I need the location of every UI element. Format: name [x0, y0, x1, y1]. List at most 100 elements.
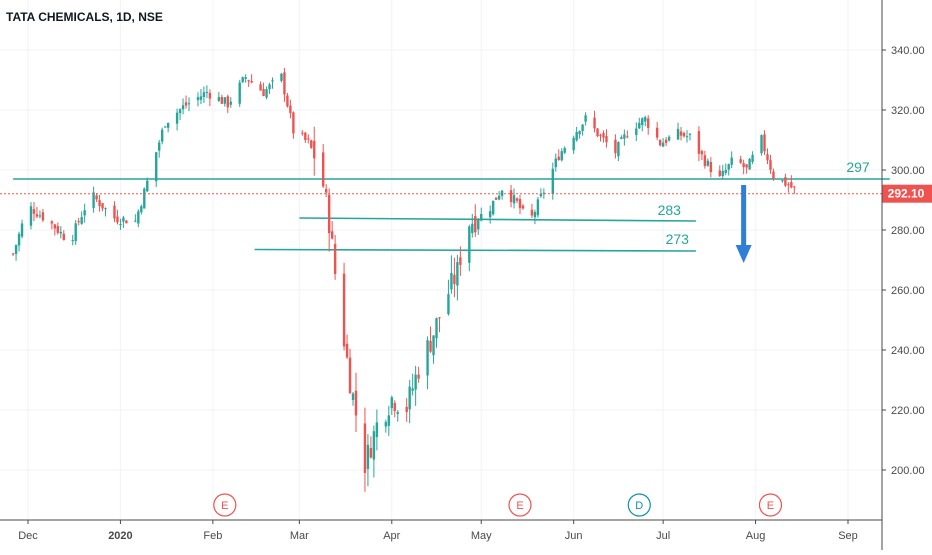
candle-body [140, 206, 143, 213]
candle-body [196, 97, 200, 101]
candle-body [620, 137, 623, 139]
candle-body [411, 388, 414, 391]
candle-body [453, 274, 456, 285]
candle-body [644, 117, 647, 122]
candle-body [342, 273, 346, 347]
candle-body [641, 118, 644, 126]
candle-body [781, 180, 784, 182]
x-tick-label: Aug [746, 530, 766, 542]
candle-body [160, 129, 164, 142]
candle-body [119, 223, 122, 225]
candle-body [471, 223, 474, 234]
candle-body [324, 188, 328, 193]
candle-body [536, 199, 540, 216]
candle-body [345, 343, 349, 358]
candle-body [95, 195, 98, 200]
candle-body [614, 139, 617, 154]
candle-body [304, 132, 307, 140]
candle-body [175, 112, 179, 124]
candle-body [122, 217, 125, 222]
overlays: 292.10 [0, 184, 932, 263]
grid [0, 0, 882, 520]
candle-body [62, 233, 65, 240]
candle-body [557, 156, 560, 160]
candle-body [623, 134, 626, 139]
candle-body [459, 257, 462, 265]
candle-body [697, 131, 701, 154]
candle-body [155, 152, 158, 182]
candle-body [661, 142, 665, 147]
candle-body [739, 159, 742, 163]
candle-body [92, 192, 95, 208]
y-tick-label: 240.00 [891, 345, 925, 357]
earnings-marker [508, 493, 532, 517]
candle-body [77, 221, 80, 223]
candle-body [280, 73, 283, 81]
candle-body [554, 158, 557, 168]
candle-body [113, 205, 116, 219]
candle-body [563, 148, 566, 153]
x-tick-label: Dec [18, 530, 38, 542]
x-tick-label: Apr [383, 530, 400, 542]
candle-body [29, 206, 33, 226]
candle-body [426, 340, 429, 376]
candle-body [56, 226, 60, 233]
candle-body [497, 195, 501, 200]
candle-body [456, 262, 459, 286]
candle-body [181, 105, 185, 110]
candle-body [208, 92, 212, 99]
candle-body [247, 80, 250, 82]
candle-body [515, 198, 519, 201]
candle-body [593, 117, 596, 129]
candle-body [101, 203, 104, 209]
candle-body [414, 374, 417, 390]
candle-body [265, 89, 268, 98]
y-tick-label: 300.00 [891, 165, 925, 177]
candle-body [638, 122, 641, 129]
candle-body [393, 403, 396, 412]
candle-body [187, 103, 191, 105]
candle-body [283, 72, 286, 95]
y-tick-label: 220.00 [891, 405, 925, 417]
candle-body [369, 447, 373, 458]
earnings-marker [213, 493, 237, 517]
candle-body [730, 157, 733, 165]
candle-body [572, 137, 575, 151]
candle-body [53, 224, 57, 229]
candle-body [372, 431, 376, 460]
line-label-273: 273 [666, 231, 690, 247]
candle-body [474, 216, 477, 233]
candle-body [703, 155, 707, 167]
x-tick-label: Mar [290, 530, 309, 542]
candle-body [259, 84, 262, 91]
candle-body [223, 97, 226, 104]
candle-body [125, 220, 128, 224]
down-arrow [735, 185, 752, 263]
candle-body [491, 200, 495, 215]
candle-body [80, 217, 83, 224]
candle-body [363, 423, 367, 473]
candle-body [542, 192, 546, 194]
candle-body [742, 163, 745, 168]
x-tick-label: Jun [565, 530, 583, 542]
candle-body [688, 133, 692, 135]
candle-body [59, 231, 62, 234]
candle-body [38, 215, 42, 217]
candle-body [158, 142, 161, 151]
y-tick-label: 320.00 [891, 105, 925, 117]
candle-body [226, 96, 229, 108]
candle-body [432, 335, 435, 356]
candle-body [244, 77, 247, 79]
candle-body [333, 244, 337, 275]
candle-body [575, 131, 578, 141]
candle-body [709, 162, 713, 173]
candle-body [250, 80, 253, 83]
candle-body [745, 164, 748, 168]
candle-body [647, 118, 650, 128]
candle-body [11, 253, 15, 255]
candle-body [313, 140, 316, 159]
candle-body [116, 216, 119, 223]
